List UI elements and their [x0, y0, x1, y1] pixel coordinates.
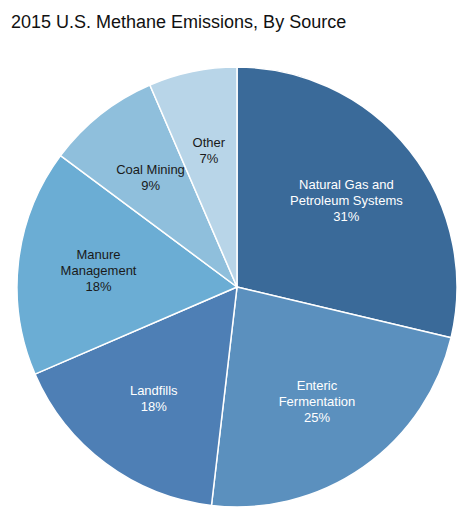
svg-text:Coal Mining: Coal Mining [116, 162, 185, 177]
svg-text:Enteric: Enteric [297, 378, 338, 393]
svg-text:Landfills: Landfills [130, 383, 178, 398]
svg-text:Petroleum Systems: Petroleum Systems [290, 193, 403, 208]
svg-text:2015 U.S. Methane Emissions, B: 2015 U.S. Methane Emissions, By Source [11, 12, 346, 32]
svg-text:25%: 25% [304, 410, 330, 425]
svg-text:9%: 9% [141, 178, 160, 193]
svg-text:Manure: Manure [77, 247, 121, 262]
svg-text:31%: 31% [333, 209, 359, 224]
svg-text:Management: Management [61, 263, 137, 278]
svg-text:18%: 18% [141, 399, 167, 414]
svg-text:Natural Gas and: Natural Gas and [299, 177, 394, 192]
svg-text:Fermentation: Fermentation [279, 394, 356, 409]
svg-text:Other: Other [193, 135, 226, 150]
svg-text:7%: 7% [199, 151, 218, 166]
svg-text:18%: 18% [86, 279, 112, 294]
